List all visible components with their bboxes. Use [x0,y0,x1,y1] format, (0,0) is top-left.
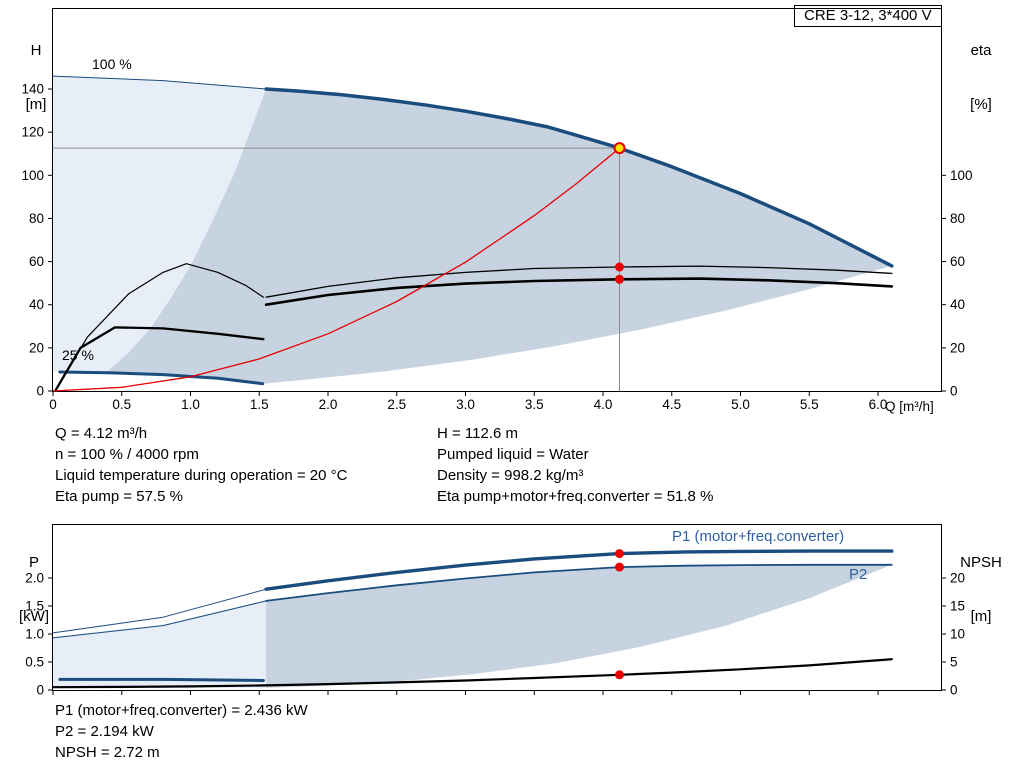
result-pumped-liquid: Pumped liquid = Water [437,446,589,463]
x-tick-label: 1.0 [181,397,200,412]
p2-curve-extension [52,600,267,639]
result-head: H = 112.6 m [437,425,519,442]
npsh-point [615,670,624,680]
x-tick-label: 0.5 [112,397,131,412]
p-axis-title-symbol: P [28,554,39,571]
eta-pump-point [615,262,624,272]
x-tick-label: 1.5 [250,397,269,412]
y-tick-right-label: 20 [950,340,965,355]
qh-curve-25 [58,370,265,386]
x-tick-label: 6.0 [869,397,888,412]
eta-total-25 [54,326,265,392]
eta-pump-25 [55,263,264,391]
result-npsh: NPSH = 2.72 m [55,744,160,761]
result-eta-total: Eta pump+motor+freq.converter = 51.8 % [437,488,714,505]
y-tick-right-label: 40 [950,297,965,312]
y-tick-left-label: 1.0 [25,626,44,641]
npsh-curve [51,658,893,689]
y-tick-left-label: 100 [21,168,44,183]
eta-axis-title-symbol: eta [970,42,992,59]
operating-envelope [106,89,892,384]
p1-curve-label: P1 (motor+freq.converter) [672,528,845,545]
power-envelope-low [53,600,267,689]
y-tick-right-label: 20 [950,570,965,585]
duty-results-right-column: H = 112.6 m Pumped liquid = Water Densit… [437,423,713,507]
eta-axis-title: eta [%] [958,6,1004,150]
y-tick-left-label: 0.5 [25,654,44,669]
p-axis-title-unit: [kW] [19,608,49,625]
qh-eta-chart[interactable]: 0 0.5 1.0 1.5 2.0 2.5 3.0 3.5 4.0 4.5 5.0 5.5 6.0 0 20… [21,8,973,412]
y-tick-right-label: 80 [950,211,965,226]
x-tick-label: 2.5 [387,397,406,412]
result-flow: Q = 4.12 m³/h [55,425,148,442]
x-tick-label: 3.5 [525,397,544,412]
x-tick-label: 4.5 [662,397,681,412]
y-tick-left-label: 1.5 [25,598,44,613]
npsh-axis-title-unit: [m] [970,608,992,625]
power-envelope [266,564,892,688]
p1-curve-extension [52,588,267,634]
speed-100-label: 100 % [92,56,132,72]
y-tick-left-label: 0 [36,384,44,399]
eta-axis-title-unit: [%] [970,96,992,113]
speed-25-label: 25 % [62,347,94,363]
duty-point-results: Q = 4.12 m³/h n = 100 % / 4000 rpm Liqui… [55,423,713,507]
p2-curve-label: P2 [849,566,868,583]
p2-curve [265,563,893,602]
eta-total-point [615,274,624,284]
result-speed: n = 100 % / 4000 rpm [55,446,199,463]
h-axis-title-symbol: H [30,42,42,59]
x-tick-label: 5.5 [800,397,819,412]
y-tick-right-label: 0 [950,384,958,399]
y-tick-left-label: 80 [29,211,44,226]
y-tick-right-label: 60 [950,254,965,269]
x-tick-label: 2.0 [319,397,338,412]
y-tick-left-label: 60 [29,254,44,269]
y-tick-left-label: 120 [21,125,44,140]
duty-point[interactable] [613,142,626,155]
p1-curve [264,549,894,591]
result-p1: P1 (motor+freq.converter) = 2.436 kW [55,702,308,719]
y-tick-left-label: 20 [29,340,44,355]
npsh-axis-title: NPSH [m] [950,518,1012,662]
y-tick-right-label: 0 [950,683,958,698]
y-tick-right-label: 15 [950,598,965,613]
p1-curve-25 [58,677,265,682]
y-tick-left-label: 140 [21,82,44,97]
y-tick-right-label: 5 [950,654,958,669]
power-npsh-chart[interactable]: 0 0.5 1.0 1.5 2.0 0 5 10 15 20 [25,524,965,698]
x-tick-label: 3.0 [456,397,475,412]
qh-curve-extension [52,75,267,90]
y-tick-right-label: 100 [950,168,973,183]
result-p2: P2 = 2.194 kW [55,723,154,740]
x-tick-label: 0 [49,397,57,412]
x-tick-label: 4.0 [594,397,613,412]
eta-total-curve [264,277,894,306]
speed-envelope-low [53,76,267,373]
eta-pump-curve [265,265,893,298]
qh-curve-100 [264,87,894,268]
result-liquid-temp: Liquid temperature during operation = 20… [55,467,348,484]
p-axis-title: P [kW] [12,518,56,662]
pump-model-badge: CRE 3-12, 3*400 V [794,5,942,27]
q-axis-title: Q [m³/h] [885,399,934,414]
result-eta-pump: Eta pump = 57.5 % [55,488,183,505]
p1-point [615,549,624,559]
p2-point [615,562,624,572]
result-density: Density = 998.2 kg/m³ [437,467,584,484]
duty-results-left-column: Q = 4.12 m³/h n = 100 % / 4000 rpm Liqui… [55,423,437,507]
system-curve [52,147,621,392]
y-tick-left-label: 0 [36,683,44,698]
npsh-axis-title-symbol: NPSH [960,554,1002,571]
power-results: P1 (motor+freq.converter) = 2.436 kW P2 … [55,700,308,763]
y-tick-right-label: 10 [950,626,965,641]
h-axis-title: H [m] [16,6,56,150]
y-tick-left-label: 40 [29,297,44,312]
x-tick-label: 5.0 [731,397,750,412]
y-tick-left-label: 2.0 [25,570,44,585]
h-axis-title-unit: [m] [25,96,47,113]
